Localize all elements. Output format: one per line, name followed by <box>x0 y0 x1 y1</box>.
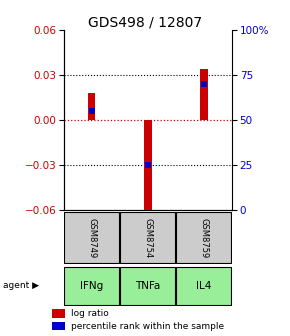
Text: GDS498 / 12807: GDS498 / 12807 <box>88 15 202 29</box>
Bar <box>89 108 95 114</box>
Text: IFNg: IFNg <box>80 281 104 291</box>
Text: GSM8754: GSM8754 <box>143 218 153 258</box>
Text: agent ▶: agent ▶ <box>3 281 39 290</box>
Text: log ratio: log ratio <box>71 309 108 318</box>
Text: GSM8749: GSM8749 <box>87 218 96 258</box>
Bar <box>201 81 207 87</box>
Bar <box>64 212 119 263</box>
Bar <box>145 162 151 168</box>
Bar <box>52 309 65 318</box>
Bar <box>177 267 231 304</box>
Bar <box>64 267 119 304</box>
Text: percentile rank within the sample: percentile rank within the sample <box>71 322 224 331</box>
Bar <box>120 212 175 263</box>
Bar <box>200 69 208 120</box>
Text: TNFa: TNFa <box>135 281 161 291</box>
Bar <box>177 212 231 263</box>
Bar <box>88 93 95 120</box>
Bar <box>52 322 65 330</box>
Bar <box>120 267 175 304</box>
Text: IL4: IL4 <box>196 281 212 291</box>
Bar <box>144 120 152 217</box>
Text: GSM8759: GSM8759 <box>200 218 209 258</box>
